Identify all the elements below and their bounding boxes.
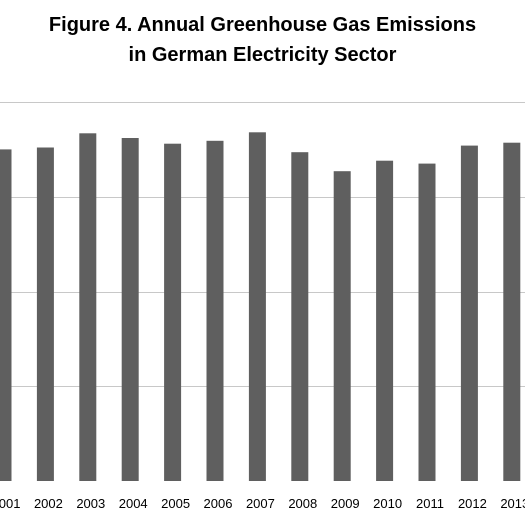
bar-2008 — [291, 152, 309, 481]
x-tick-label-2006: 2006 — [204, 496, 233, 511]
bar-2001 — [0, 149, 12, 481]
bar-2005 — [164, 143, 182, 481]
chart-title-line-1: Figure 4. Annual Greenhouse Gas Emission… — [48, 14, 477, 36]
bar-2003 — [79, 133, 97, 482]
bar-2010 — [376, 160, 394, 481]
bar-2006 — [206, 140, 224, 482]
x-tick-label-2001: 2001 — [0, 496, 20, 511]
x-tick-label-2009: 2009 — [331, 496, 360, 511]
bar-2012 — [460, 145, 478, 481]
x-tick-label-2013: 2013 — [500, 496, 525, 511]
x-tick-label-2010: 2010 — [373, 496, 402, 511]
bar-2002 — [36, 147, 54, 481]
x-tick-label-2002: 2002 — [34, 496, 63, 511]
bars — [0, 132, 521, 482]
x-tick-label-2004: 2004 — [119, 496, 148, 511]
bar-2009 — [333, 171, 351, 481]
chart-title-line-2: in German Electricity Sector — [128, 44, 397, 66]
x-tick-labels: 2001 2002 2003 2004 2005 2006 2007 2008 2009 2010… — [0, 496, 525, 511]
bar-2011 — [418, 163, 436, 481]
x-tick-label-2008: 2008 — [288, 496, 317, 511]
x-tick-label-2012: 2012 — [458, 496, 487, 511]
x-tick-label-2005: 2005 — [161, 496, 190, 511]
x-tick-label-2007: 2007 — [246, 496, 275, 511]
bar-2013 — [503, 142, 521, 481]
x-tick-label-2011: 2011 — [416, 496, 444, 511]
bar-2004 — [121, 138, 139, 481]
bar-2007 — [248, 132, 266, 482]
x-tick-label-2003: 2003 — [76, 496, 105, 511]
